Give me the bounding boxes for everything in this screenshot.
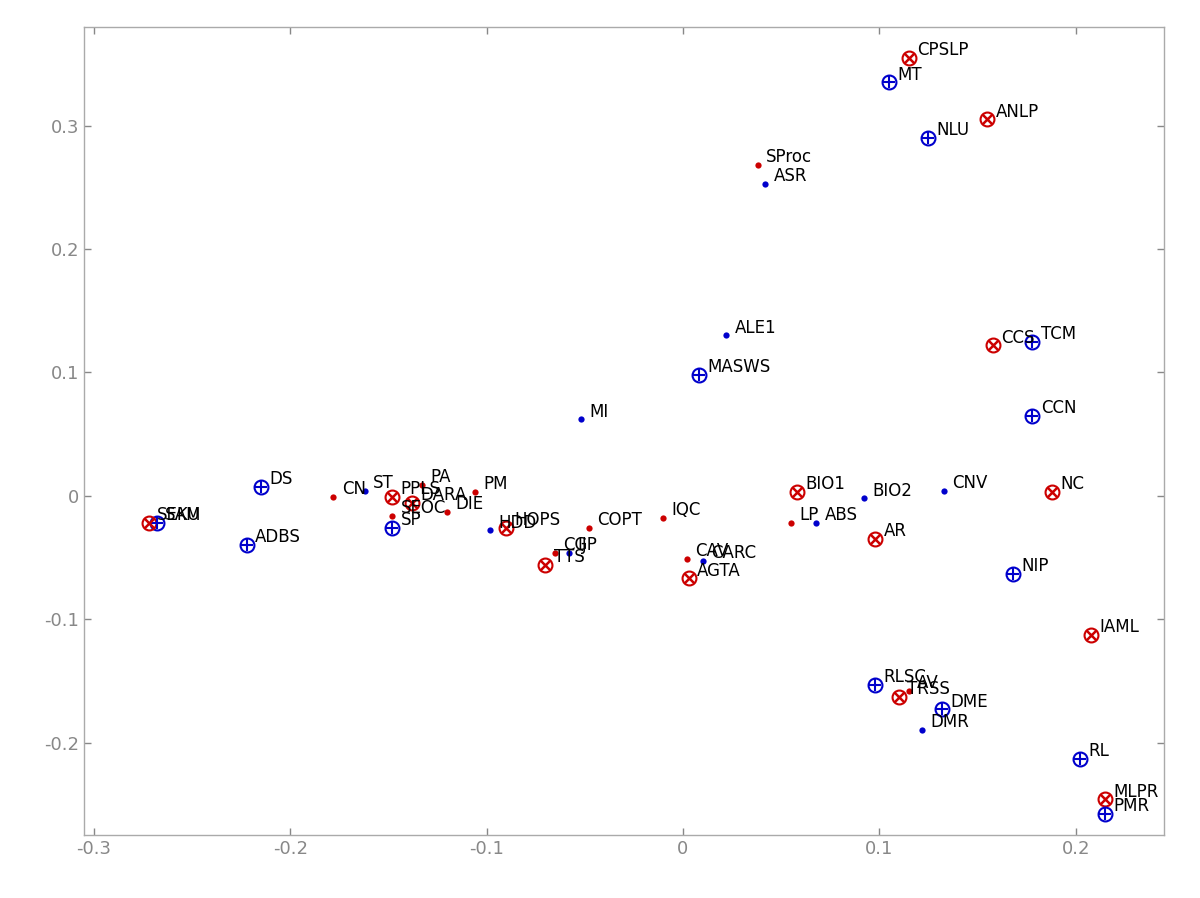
Text: ANLP: ANLP xyxy=(996,102,1039,120)
Text: PM: PM xyxy=(484,475,508,493)
Text: IAML: IAML xyxy=(1099,619,1140,637)
Text: ABS: ABS xyxy=(824,506,858,524)
Text: COPT: COPT xyxy=(596,511,642,529)
Text: NLU: NLU xyxy=(937,121,970,139)
Text: MT: MT xyxy=(898,66,922,84)
Text: ADBS: ADBS xyxy=(256,528,301,546)
Text: CG: CG xyxy=(564,536,588,554)
Text: AR: AR xyxy=(883,523,907,541)
Text: AV: AV xyxy=(917,674,938,692)
Text: IJP: IJP xyxy=(577,536,598,554)
Text: ALE1: ALE1 xyxy=(734,319,776,337)
Text: DME: DME xyxy=(950,692,988,710)
Text: SProc: SProc xyxy=(766,148,812,166)
Text: CAV: CAV xyxy=(695,542,728,560)
Text: SEKU: SEKU xyxy=(157,506,200,524)
Text: NIP: NIP xyxy=(1021,557,1049,575)
Text: BIO2: BIO2 xyxy=(872,481,912,499)
Text: PPLS: PPLS xyxy=(401,480,440,498)
Text: CCN: CCN xyxy=(1040,399,1076,417)
Text: HOPS: HOPS xyxy=(515,511,560,529)
Text: SAM: SAM xyxy=(164,506,202,524)
Text: BIO1: BIO1 xyxy=(805,475,845,493)
Text: DARA: DARA xyxy=(420,487,467,505)
Text: LP: LP xyxy=(799,506,818,524)
Text: DMR: DMR xyxy=(931,714,970,732)
Text: IQC: IQC xyxy=(672,501,701,519)
Text: MLPR: MLPR xyxy=(1114,782,1159,801)
Text: MASWS: MASWS xyxy=(707,358,770,376)
Text: CARC: CARC xyxy=(710,544,756,562)
Text: TRSS: TRSS xyxy=(907,680,950,698)
Text: RL: RL xyxy=(1088,742,1109,760)
Text: CNV: CNV xyxy=(953,474,988,492)
Text: NC: NC xyxy=(1061,475,1085,493)
Text: CN: CN xyxy=(342,480,366,498)
Text: ST: ST xyxy=(373,474,394,492)
Text: SEOC: SEOC xyxy=(401,498,446,516)
Text: SP: SP xyxy=(401,511,421,529)
Text: TTS: TTS xyxy=(553,548,584,566)
Text: TCM: TCM xyxy=(1040,325,1076,343)
Text: AGTA: AGTA xyxy=(697,562,740,580)
Text: MI: MI xyxy=(589,402,608,420)
Text: RLSC: RLSC xyxy=(883,668,926,686)
Text: PMR: PMR xyxy=(1114,797,1150,815)
Text: PA: PA xyxy=(430,468,450,486)
Text: CCS: CCS xyxy=(1002,329,1034,347)
Text: HDD: HDD xyxy=(499,514,538,532)
Text: ASR: ASR xyxy=(774,167,808,185)
Text: CPSLP: CPSLP xyxy=(917,41,968,59)
Text: DS: DS xyxy=(269,471,293,489)
Text: DIE: DIE xyxy=(456,495,484,513)
